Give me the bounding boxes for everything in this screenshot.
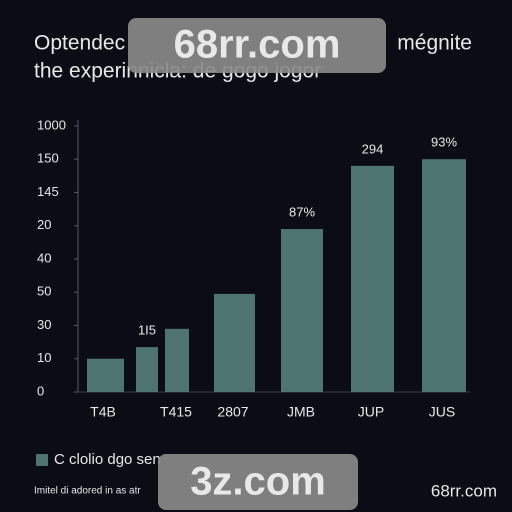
x-tick-label: T415 — [160, 404, 192, 420]
x-tick-label: JUS — [429, 404, 455, 420]
footnote: Imitel di adored in as atr — [34, 486, 141, 497]
y-tick-label: 150 — [37, 151, 59, 166]
bar — [165, 328, 189, 392]
y-tick-label: 10 — [37, 350, 51, 365]
chart-title: Optendec — [34, 32, 125, 55]
y-tick-label: 145 — [37, 184, 59, 199]
bar — [214, 293, 255, 392]
legend-label: C clolio dgo sen — [54, 451, 161, 468]
annotation: 87% — [289, 204, 315, 219]
watermark-box — [128, 18, 386, 73]
chart-title: mégnite — [397, 32, 472, 55]
bar — [87, 358, 124, 392]
x-tick-label: T4B — [90, 404, 116, 420]
x-tick-label: 2807 — [217, 404, 248, 420]
watermark: 3z.com — [190, 460, 326, 504]
x-tick-label: JUP — [358, 404, 384, 420]
bar — [281, 229, 323, 392]
legend-swatch — [36, 454, 48, 466]
y-tick-label: 30 — [37, 317, 51, 332]
y-tick-label: 50 — [37, 284, 51, 299]
watermark: 68rr.com — [431, 481, 497, 500]
bar — [422, 159, 466, 392]
bar — [351, 165, 394, 392]
watermark-box — [158, 454, 358, 510]
annotation: 294 — [362, 141, 384, 156]
annotation: 93% — [431, 135, 457, 150]
watermark: 68rr.com — [174, 23, 341, 67]
x-tick-label: JMB — [287, 404, 315, 420]
y-tick-label: 1000 — [37, 117, 66, 132]
y-tick-label: 40 — [37, 250, 51, 265]
annotation: 1I5 — [138, 323, 156, 338]
y-tick-label: 20 — [37, 217, 51, 232]
y-tick-label: 0 — [37, 383, 44, 398]
bar — [136, 347, 158, 392]
